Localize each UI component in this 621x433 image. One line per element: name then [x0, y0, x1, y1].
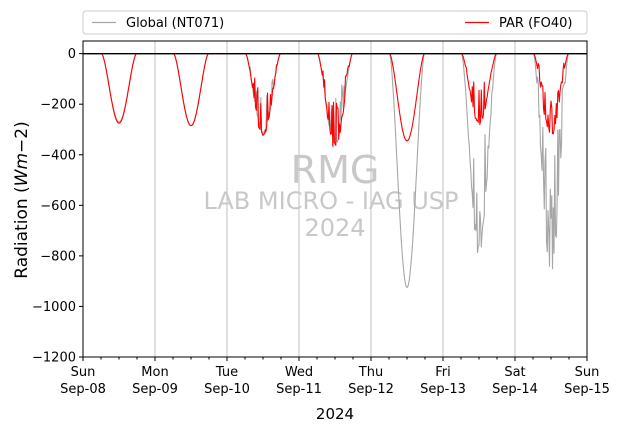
- x-tick-label-date: Sep-11: [276, 382, 322, 397]
- legend-frame: [82, 10, 588, 35]
- x-tick-label-day: Sat: [504, 365, 525, 380]
- y-tick-label: −1000: [32, 300, 76, 315]
- y-axis-title: Radiation (Wm−2): [12, 121, 32, 278]
- x-tick-label-day: Mon: [141, 365, 168, 380]
- x-tick-label-day: Wed: [285, 365, 313, 380]
- legend-label-global: Global (NT071): [126, 16, 224, 31]
- y-tick-label: −1200: [32, 351, 76, 366]
- x-axis-title: 2024: [316, 405, 354, 423]
- x-tick-label-day: Thu: [358, 365, 383, 380]
- y-tick-label: −800: [40, 249, 76, 264]
- y-tick-label: −200: [40, 98, 76, 113]
- y-tick-label: −600: [40, 199, 76, 214]
- x-tick-label-date: Sep-09: [132, 382, 178, 397]
- x-tick-label-day: Tue: [215, 365, 238, 380]
- x-axis: Sun Sep-08 Mon Sep-09 Tue Sep-10 Wed Sep-11 Thu S…: [60, 357, 610, 397]
- x-tick-label-day: Sun: [575, 365, 600, 380]
- legend-label-par: PAR (FO40): [499, 16, 572, 31]
- watermark: RMG LAB MICRO - IAG USP 2024: [203, 148, 458, 242]
- x-tick-label-date: Sep-10: [204, 382, 250, 397]
- x-tick-label-date: Sep-14: [492, 382, 538, 397]
- x-tick-label-date: Sep-15: [564, 382, 610, 397]
- y-tick-label: −400: [40, 148, 76, 163]
- grid-layer: [154, 41, 516, 357]
- y-tick-label: 0: [68, 47, 76, 62]
- x-tick-label-day: Fri: [435, 365, 451, 380]
- watermark-line-2: LAB MICRO - IAG USP: [203, 187, 458, 215]
- watermark-line-3: 2024: [304, 214, 365, 242]
- legend: Global (NT071) PAR (FO40): [82, 10, 588, 35]
- y-axis: 0 −200 −400 −600 −800 −1000 −1200: [32, 47, 83, 366]
- x-tick-label-date: Sep-13: [420, 382, 466, 397]
- x-tick-label-date: Sep-12: [348, 382, 394, 397]
- watermark-line-1: RMG: [291, 148, 380, 192]
- x-tick-label-date: Sep-08: [60, 382, 106, 397]
- x-tick-label-day: Sun: [71, 365, 96, 380]
